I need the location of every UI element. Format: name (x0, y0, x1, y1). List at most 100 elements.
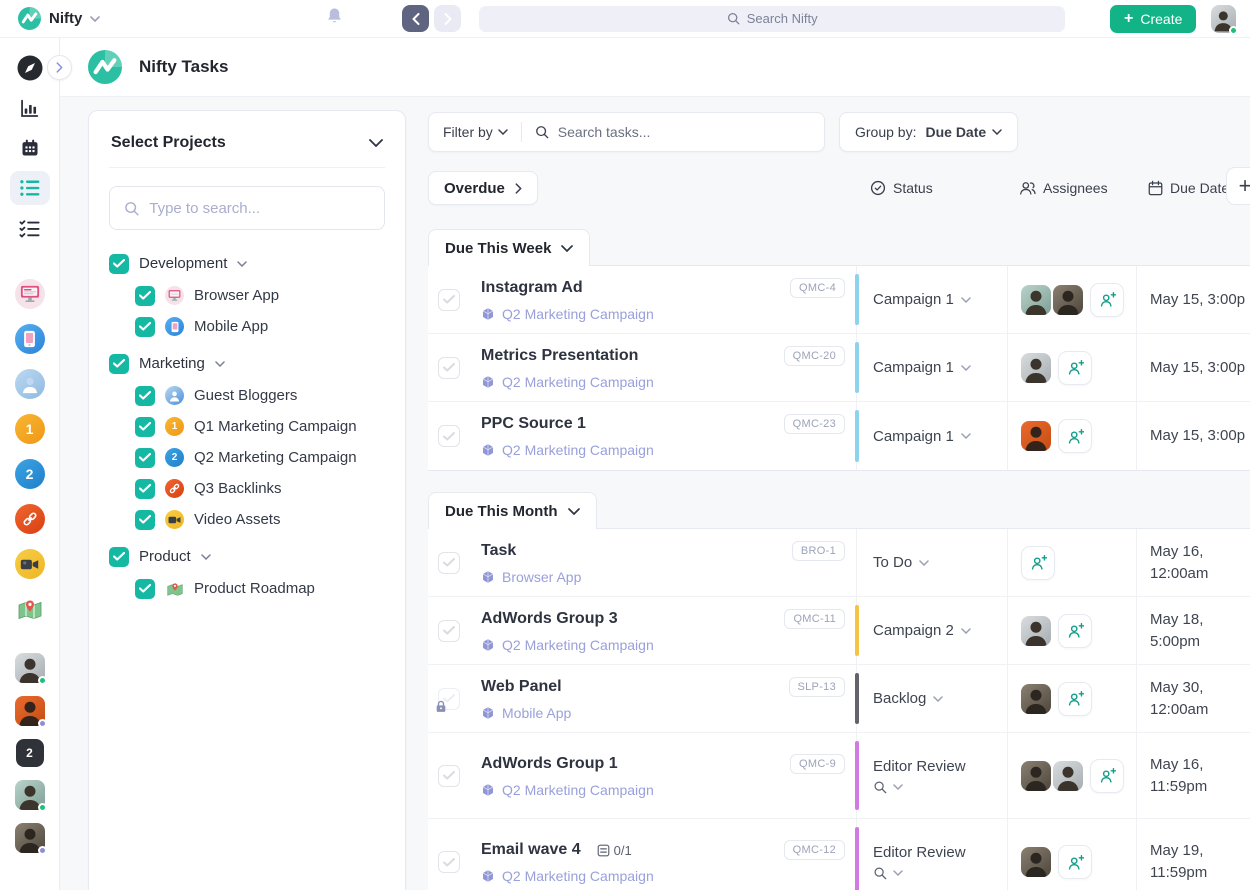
checkbox-checked[interactable] (109, 253, 129, 274)
brand[interactable]: Nifty (18, 7, 101, 30)
task-title[interactable]: AdWords Group 3 (481, 609, 618, 627)
project-item-browser-app[interactable]: Browser App (109, 280, 385, 311)
add-column-button[interactable]: + (1226, 167, 1250, 205)
task-title[interactable]: Instagram Ad (481, 278, 583, 296)
add-assignee-button[interactable] (1058, 419, 1092, 453)
rail-member-avatar-4[interactable] (14, 823, 47, 855)
checkbox-checked[interactable] (135, 416, 155, 437)
task-row[interactable]: Task BRO-1 Browser App T (428, 529, 1250, 597)
rail-unread-badge[interactable]: 2 (15, 739, 44, 767)
rail-member-avatar-3[interactable] (14, 780, 47, 812)
subtasks-indicator[interactable]: 0/1 (597, 843, 632, 858)
task-checkbox-locked[interactable] (436, 687, 460, 712)
assignee-avatar[interactable] (1021, 760, 1051, 791)
rail-project-product-roadmap[interactable] (14, 594, 45, 624)
add-assignee-button[interactable] (1021, 545, 1055, 580)
task-row[interactable]: Email wave 4 0/1 QMC-12 Q2 Marke (428, 819, 1250, 890)
add-assignee-button[interactable] (1090, 758, 1124, 793)
task-search-input[interactable] (557, 124, 810, 140)
rail-item-discover[interactable] (10, 51, 50, 85)
global-search[interactable]: Search Nifty (479, 5, 1065, 32)
due-date-cell[interactable]: May 15, 3:00p (1136, 402, 1250, 470)
assignee-avatar[interactable] (1021, 284, 1051, 315)
checkbox-checked[interactable] (135, 478, 155, 499)
add-assignee-button[interactable] (1058, 845, 1092, 879)
checkbox-checked[interactable] (109, 546, 129, 567)
task-title[interactable]: AdWords Group 1 (481, 754, 618, 772)
due-date-cell[interactable]: May 16, 12:00am (1136, 529, 1250, 596)
assignee-avatar[interactable] (1053, 284, 1083, 315)
checkbox-checked[interactable] (135, 578, 155, 599)
rail-item-calendar[interactable] (10, 131, 50, 165)
rail-item-reports[interactable] (10, 91, 50, 125)
create-button[interactable]: + Create (1110, 4, 1197, 33)
due-date-cell[interactable]: May 19, 11:59pm (1136, 819, 1250, 890)
project-group-marketing[interactable]: Marketing (109, 347, 385, 380)
add-assignee-button[interactable] (1058, 681, 1092, 716)
rail-item-my-work[interactable] (10, 211, 50, 245)
project-search-input[interactable] (149, 199, 370, 217)
checkbox-checked[interactable] (135, 509, 155, 530)
checkbox-checked[interactable] (135, 447, 155, 468)
status-cell[interactable]: Editor Review (855, 733, 1007, 818)
add-assignee-button[interactable] (1090, 282, 1124, 317)
task-title[interactable]: Metrics Presentation (481, 346, 639, 364)
due-date-cell[interactable]: May 15, 3:00p (1136, 334, 1250, 401)
task-row[interactable]: Metrics Presentation QMC-20 Q2 Marketing… (428, 334, 1250, 402)
rail-member-avatar-2[interactable] (14, 696, 47, 728)
checkbox-checked[interactable] (135, 285, 155, 306)
section-tab-due-this-month[interactable]: Due This Month (428, 492, 597, 529)
task-row[interactable]: Web Panel SLP-13 Mobile App (428, 665, 1250, 733)
status-cell[interactable]: Campaign 1 (855, 266, 1007, 333)
project-item-product-roadmap[interactable]: Product Roadmap (109, 573, 385, 604)
forward-button[interactable] (434, 5, 462, 32)
task-project-label[interactable]: Q2 Marketing Campaign (502, 636, 654, 653)
filter-by-dropdown[interactable]: Filter by (443, 124, 508, 140)
project-item-q3-backlinks[interactable]: Q3 Backlinks (109, 473, 385, 504)
status-cell[interactable]: Editor Review (855, 819, 1007, 890)
rail-project-browser-app[interactable] (14, 279, 45, 309)
collapse-sidebar-button[interactable] (47, 55, 72, 80)
rail-member-avatar-1[interactable] (14, 653, 47, 685)
status-cell[interactable]: To Do (856, 529, 1007, 596)
task-checkbox[interactable] (438, 851, 460, 873)
rail-project-q1[interactable]: 1 (14, 414, 45, 444)
assignee-avatar[interactable] (1021, 683, 1051, 714)
column-header-due-date[interactable]: Due Date (1136, 180, 1250, 196)
group-by-dropdown[interactable]: Group by: Due Date (839, 112, 1019, 152)
task-row[interactable]: AdWords Group 1 QMC-9 Q2 Marketing Campa… (428, 733, 1250, 819)
column-header-assignees[interactable]: Assignees (1007, 180, 1136, 196)
overdue-section-toggle[interactable]: Overdue (428, 171, 538, 205)
project-item-mobile-app[interactable]: Mobile App (109, 311, 385, 342)
status-cell[interactable]: Campaign 1 (855, 334, 1007, 401)
due-date-cell[interactable]: May 16, 11:59pm (1136, 733, 1250, 818)
project-group-development[interactable]: Development (109, 247, 385, 280)
assignee-avatar[interactable] (1021, 352, 1051, 383)
section-tab-due-this-week[interactable]: Due This Week (428, 229, 591, 266)
column-header-status[interactable]: Status (856, 180, 1007, 196)
checkbox-checked[interactable] (135, 316, 155, 337)
due-date-cell[interactable]: May 15, 3:00p (1136, 266, 1250, 333)
status-cell[interactable]: Backlog (855, 665, 1007, 732)
task-row[interactable]: AdWords Group 3 QMC-11 Q2 Marketing Camp… (428, 597, 1250, 665)
task-checkbox[interactable] (438, 288, 460, 311)
status-cell[interactable]: Campaign 1 (855, 402, 1007, 470)
add-assignee-button[interactable] (1058, 350, 1092, 385)
rail-project-mobile-app[interactable] (14, 324, 45, 354)
rail-project-q3[interactable] (14, 504, 45, 534)
task-checkbox[interactable] (438, 356, 460, 379)
rail-project-guest-bloggers[interactable] (14, 369, 45, 399)
rail-project-q2[interactable]: 2 (14, 459, 45, 489)
project-item-video-assets[interactable]: Video Assets (109, 504, 385, 535)
task-title[interactable]: Task (481, 541, 517, 559)
task-row[interactable]: Instagram Ad QMC-4 Q2 Marketing Campaign (428, 266, 1250, 334)
due-date-cell[interactable]: May 18, 5:00pm (1136, 597, 1250, 664)
task-project-label[interactable]: Mobile App (502, 704, 572, 721)
project-item-guest-bloggers[interactable]: Guest Bloggers (109, 380, 385, 411)
task-title[interactable]: Web Panel (481, 677, 562, 695)
project-item-q1-marketing[interactable]: 1 Q1 Marketing Campaign (109, 411, 385, 442)
task-title[interactable]: Email wave 4 (481, 841, 581, 858)
task-project-label[interactable]: Q2 Marketing Campaign (502, 305, 654, 322)
task-title[interactable]: PPC Source 1 (481, 415, 586, 432)
task-checkbox[interactable] (438, 619, 460, 642)
